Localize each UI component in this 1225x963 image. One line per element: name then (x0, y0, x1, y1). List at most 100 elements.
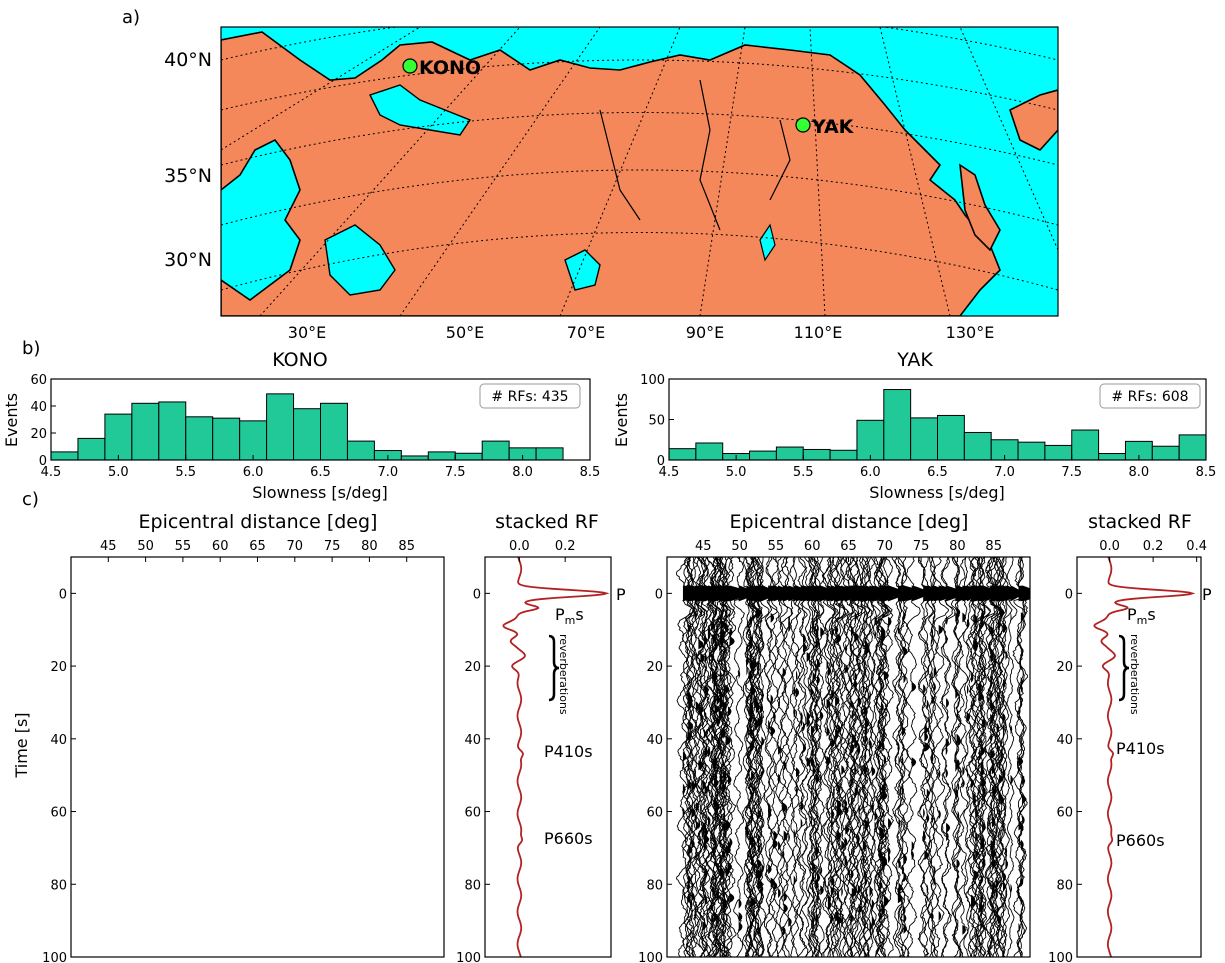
wf-trace (123, 557, 145, 957)
wf-trace-fill (377, 800, 380, 810)
wf-trace-fill (841, 764, 845, 775)
hist-xtick-label: 7.0 (378, 465, 399, 480)
wf-trace-fill (303, 694, 307, 704)
wf-trace-fill (140, 869, 143, 879)
wf-trace-fill (795, 670, 798, 681)
wf-ytick-label: 80 (50, 878, 67, 893)
wf-trace-fill (712, 758, 717, 769)
wf-trace (158, 557, 178, 957)
wf-trace-fill (746, 665, 748, 676)
wf-trace-fill (399, 612, 402, 622)
wf-trace-fill (288, 653, 290, 663)
wf-trace-fill (903, 646, 908, 657)
wf-trace (372, 557, 398, 957)
wf-trace-fill (337, 585, 350, 601)
wf-trace-fill (274, 642, 277, 652)
wf-trace-fill (245, 737, 247, 747)
wf-trace-fill (837, 724, 841, 735)
wf-trace-fill (127, 834, 130, 844)
wf-trace-fill (324, 885, 326, 895)
wf-trace-fill (946, 831, 949, 842)
wf-trace-fill (966, 684, 969, 695)
wf-trace-fill (392, 585, 410, 601)
wf-trace-fill (728, 861, 732, 872)
wf-trace-fill (161, 750, 164, 760)
wf-trace-fill (310, 683, 314, 693)
wf-trace-fill (303, 763, 306, 773)
wf-trace-fill (817, 658, 820, 669)
wf-trace-fill (131, 839, 134, 849)
hist-legend-kono: # RFs: 435 (491, 389, 568, 405)
wf-trace-fill (218, 585, 240, 601)
wf-trace (893, 557, 917, 957)
wf-trace-fill (979, 691, 984, 702)
wf-trace-fill (881, 701, 884, 712)
wf-trace (917, 557, 947, 957)
wf-trace-fill (975, 804, 977, 815)
wf-trace-fill (281, 826, 284, 836)
wf-trace (1006, 557, 1024, 957)
hist-legend-box-kono (479, 383, 581, 409)
wf-trace-fill (322, 699, 325, 709)
wf-trace-fill (297, 798, 302, 808)
wf-trace (789, 557, 810, 957)
wf-xtick-label: 80 (361, 539, 378, 554)
wf-trace-fill (123, 672, 126, 682)
wf-trace-fill (118, 883, 121, 893)
wf-trace (969, 557, 994, 957)
wf-trace-fill (257, 827, 261, 837)
map-graticule (221, 27, 1058, 316)
wf-trace-fill (980, 894, 984, 905)
wf-trace-fill (770, 877, 776, 888)
wf-trace (316, 557, 337, 957)
wf-trace-fill (133, 626, 137, 636)
wf-trace-fill (184, 857, 188, 867)
wf-trace-fill (973, 795, 977, 806)
wf-trace (386, 557, 419, 957)
wf-trace-fill (297, 797, 301, 807)
wf-trace-fill (280, 734, 283, 744)
wf-trace-fill (366, 782, 371, 792)
wf-trace-fill (218, 773, 220, 783)
wf-trace-fill (788, 832, 790, 843)
wf-trace-fill (720, 628, 726, 639)
hist-legend-yak: # RFs: 608 (1111, 389, 1188, 405)
wf-trace-fill (322, 585, 342, 601)
wf-trace-fill (133, 689, 135, 699)
map-water-caspian (324, 224, 396, 296)
wf-trace-fill (249, 872, 253, 882)
wf-trace-fill (313, 585, 333, 601)
wf-trace (149, 557, 171, 957)
wf-trace-fill (334, 666, 338, 676)
wf-trace-fill (966, 767, 969, 778)
wf-trace-fill (383, 585, 398, 601)
hist-xtick-label: 6.5 (310, 465, 331, 480)
wf-trace-fill (120, 768, 124, 778)
wf-trace-fill (720, 611, 723, 622)
wf-trace-fill (321, 741, 324, 751)
hist-xlabel-yak: Slowness [s/deg] (869, 483, 1005, 502)
wf-xtick-label: 85 (985, 539, 1002, 554)
wf-trace (169, 557, 187, 957)
wf-trace (926, 557, 945, 957)
wf-trace-fill (1005, 650, 1008, 661)
wf-trace (239, 557, 264, 957)
wf-trace-fill (1020, 677, 1023, 688)
wf-trace (415, 557, 447, 957)
wf-trace-fill (294, 798, 297, 808)
wf-trace-fill (835, 730, 839, 741)
wf-trace-fill (101, 641, 103, 651)
wf-trace-fill (695, 651, 698, 662)
wf-trace-fill (153, 625, 155, 635)
wf-trace-fill (162, 768, 165, 778)
wf-trace-fill (107, 802, 109, 812)
wf-trace-fill (871, 899, 875, 910)
wf-trace (157, 557, 188, 957)
wf-trace (733, 557, 759, 957)
wf-trace-fill (420, 652, 422, 662)
wf-trace-fill (1010, 883, 1013, 894)
wf-trace (332, 557, 348, 957)
wf-trace-fill (368, 841, 370, 851)
wf-trace-fill (284, 844, 287, 854)
hist-ytick-label: 0 (39, 454, 47, 469)
